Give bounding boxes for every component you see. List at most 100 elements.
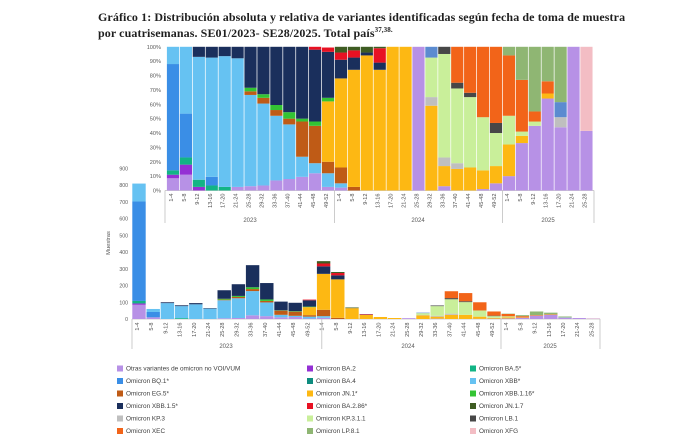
svg-text:2024: 2024: [401, 344, 415, 350]
svg-text:900: 900: [119, 167, 128, 173]
svg-text:13-16: 13-16: [178, 323, 184, 337]
svg-text:9-12: 9-12: [348, 323, 354, 334]
svg-text:Omicron BA.5*: Omicron BA.5*: [479, 366, 522, 373]
svg-text:9-12: 9-12: [163, 323, 169, 334]
svg-text:33-36: 33-36: [440, 194, 446, 208]
svg-text:0%: 0%: [153, 189, 161, 195]
svg-text:45-48: 45-48: [479, 194, 485, 208]
svg-text:33-36: 33-36: [249, 323, 255, 337]
svg-text:33-36: 33-36: [272, 194, 278, 208]
svg-text:49-52: 49-52: [490, 323, 496, 337]
svg-text:2023: 2023: [243, 218, 257, 224]
svg-text:300: 300: [119, 267, 128, 273]
svg-text:25-28: 25-28: [589, 323, 595, 337]
svg-text:Omicron BQ.1*: Omicron BQ.1*: [126, 378, 169, 385]
svg-text:5-8: 5-8: [149, 323, 155, 331]
svg-text:70%: 70%: [150, 88, 161, 94]
svg-text:49-52: 49-52: [324, 194, 330, 208]
svg-text:17-20: 17-20: [221, 194, 227, 208]
svg-text:2025: 2025: [543, 344, 557, 350]
svg-text:Omicron EG.5*: Omicron EG.5*: [126, 391, 169, 398]
svg-text:80%: 80%: [150, 74, 161, 80]
svg-text:20%: 20%: [150, 160, 161, 166]
svg-text:Omicron JN.1.7: Omicron JN.1.7: [479, 403, 524, 410]
svg-text:21-24: 21-24: [234, 194, 240, 208]
svg-text:33-36: 33-36: [433, 323, 439, 337]
svg-text:1-4: 1-4: [135, 323, 141, 331]
svg-text:37-40: 37-40: [263, 323, 269, 337]
svg-text:13-16: 13-16: [547, 323, 553, 337]
svg-text:2024: 2024: [411, 218, 425, 224]
svg-text:49-52: 49-52: [305, 323, 311, 337]
svg-text:41-44: 41-44: [298, 194, 304, 208]
svg-text:45-48: 45-48: [476, 323, 482, 337]
svg-text:5-8: 5-8: [182, 194, 188, 202]
svg-text:5-8: 5-8: [518, 194, 524, 202]
svg-text:Omicron XBB.1.16*: Omicron XBB.1.16*: [479, 391, 535, 398]
svg-text:100: 100: [119, 300, 128, 306]
svg-text:30%: 30%: [150, 145, 161, 151]
svg-text:29-32: 29-32: [234, 323, 240, 337]
svg-text:Omicron JN.1*: Omicron JN.1*: [316, 391, 358, 398]
svg-text:Omicron KP.3.1.1: Omicron KP.3.1.1: [316, 416, 366, 423]
svg-text:37-40: 37-40: [285, 194, 291, 208]
svg-text:Omicron LP.8.1: Omicron LP.8.1: [316, 428, 360, 435]
svg-text:9-12: 9-12: [195, 194, 201, 205]
svg-text:25-28: 25-28: [220, 323, 226, 337]
svg-text:37-40: 37-40: [453, 194, 459, 208]
svg-text:10%: 10%: [150, 174, 161, 180]
svg-text:50%: 50%: [150, 117, 161, 123]
svg-text:Omicron BA.4: Omicron BA.4: [316, 378, 356, 385]
svg-text:17-20: 17-20: [389, 194, 395, 208]
svg-text:41-44: 41-44: [462, 323, 468, 337]
svg-text:1-4: 1-4: [337, 194, 343, 202]
svg-text:37-40: 37-40: [447, 323, 453, 337]
svg-text:2023: 2023: [219, 344, 233, 350]
svg-text:800: 800: [119, 183, 128, 189]
svg-text:400: 400: [119, 250, 128, 256]
svg-text:13-16: 13-16: [208, 194, 214, 208]
svg-text:500: 500: [119, 233, 128, 239]
svg-text:90%: 90%: [150, 59, 161, 65]
svg-text:17-20: 17-20: [192, 323, 198, 337]
svg-text:5-8: 5-8: [518, 323, 524, 331]
svg-text:Omicron XBB*: Omicron XBB*: [479, 378, 521, 385]
svg-text:21-24: 21-24: [570, 194, 576, 208]
svg-text:29-32: 29-32: [259, 194, 265, 208]
svg-text:9-12: 9-12: [363, 194, 369, 205]
svg-text:21-24: 21-24: [391, 323, 397, 337]
svg-text:1-4: 1-4: [504, 323, 510, 331]
svg-text:13-16: 13-16: [544, 194, 550, 208]
svg-text:25-28: 25-28: [582, 194, 588, 208]
svg-text:0: 0: [125, 317, 128, 323]
svg-text:700: 700: [119, 200, 128, 206]
svg-text:Omicron BA.2: Omicron BA.2: [316, 366, 356, 373]
svg-text:Omicron XFG: Omicron XFG: [479, 428, 518, 435]
svg-text:Omicron XBB.1.5*: Omicron XBB.1.5*: [126, 403, 178, 410]
svg-text:17-20: 17-20: [561, 323, 567, 337]
svg-text:41-44: 41-44: [466, 194, 472, 208]
svg-text:5-8: 5-8: [334, 323, 340, 331]
svg-text:Omicron KP.3: Omicron KP.3: [126, 416, 165, 423]
svg-text:40%: 40%: [150, 131, 161, 137]
svg-text:2025: 2025: [541, 218, 555, 224]
svg-text:45-48: 45-48: [311, 194, 317, 208]
svg-text:600: 600: [119, 217, 128, 223]
svg-text:9-12: 9-12: [533, 323, 539, 334]
svg-text:17-20: 17-20: [557, 194, 563, 208]
svg-text:1-4: 1-4: [505, 194, 511, 202]
svg-text:41-44: 41-44: [277, 323, 283, 337]
svg-text:25-28: 25-28: [405, 323, 411, 337]
svg-text:45-48: 45-48: [291, 323, 297, 337]
svg-text:9-12: 9-12: [531, 194, 537, 205]
svg-text:29-32: 29-32: [419, 323, 425, 337]
svg-text:25-28: 25-28: [415, 194, 421, 208]
svg-text:Omicron BA.2.86*: Omicron BA.2.86*: [316, 403, 368, 410]
svg-text:13-16: 13-16: [376, 194, 382, 208]
svg-text:21-24: 21-24: [402, 194, 408, 208]
svg-text:1-4: 1-4: [169, 194, 175, 202]
svg-text:5-8: 5-8: [350, 194, 356, 202]
svg-text:25-28: 25-28: [247, 194, 253, 208]
svg-text:Omicron LB.1: Omicron LB.1: [479, 416, 519, 423]
svg-text:17-20: 17-20: [376, 323, 382, 337]
